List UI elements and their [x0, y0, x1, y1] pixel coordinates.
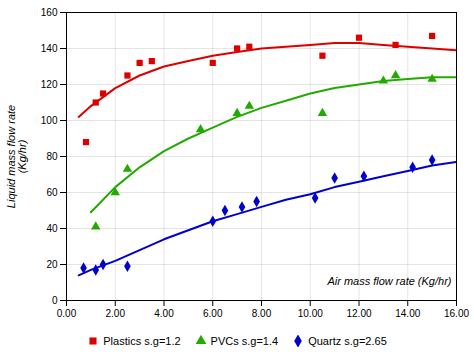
svg-text:0.00: 0.00 — [57, 308, 77, 319]
svg-text:20: 20 — [46, 259, 58, 270]
svg-text:160: 160 — [41, 7, 58, 18]
svg-text:0: 0 — [52, 295, 58, 306]
svg-text:2.00: 2.00 — [106, 308, 126, 319]
svg-text:140: 140 — [41, 43, 58, 54]
svg-text:8.00: 8.00 — [252, 308, 272, 319]
svg-text:10.00: 10.00 — [298, 308, 323, 319]
svg-text:12.00: 12.00 — [346, 308, 371, 319]
svg-text:100: 100 — [41, 115, 58, 126]
html-text:PVCs s.g=1.4: PVCs s.g=1.4 — [210, 335, 279, 347]
svg-text:4.00: 4.00 — [154, 308, 174, 319]
svg-text:Liquid mass flow rate(Kg/hr): Liquid mass flow rate(Kg/hr) — [5, 105, 28, 208]
svg-text:120: 120 — [41, 79, 58, 90]
html-text:Plastics s.g=1.2: Plastics s.g=1.2 — [103, 335, 181, 347]
svg-text:14.00: 14.00 — [395, 308, 420, 319]
svg-text:40: 40 — [46, 223, 58, 234]
svg-text:60: 60 — [46, 187, 58, 198]
svg-text:Air mass flow rate (Kg/hr): Air mass flow rate (Kg/hr) — [326, 275, 451, 287]
svg-text:80: 80 — [46, 151, 58, 162]
svg-text:6.00: 6.00 — [203, 308, 223, 319]
html-text:Quartz s.g=2.65: Quartz s.g=2.65 — [308, 335, 387, 347]
svg-text:16.00: 16.00 — [444, 308, 469, 319]
